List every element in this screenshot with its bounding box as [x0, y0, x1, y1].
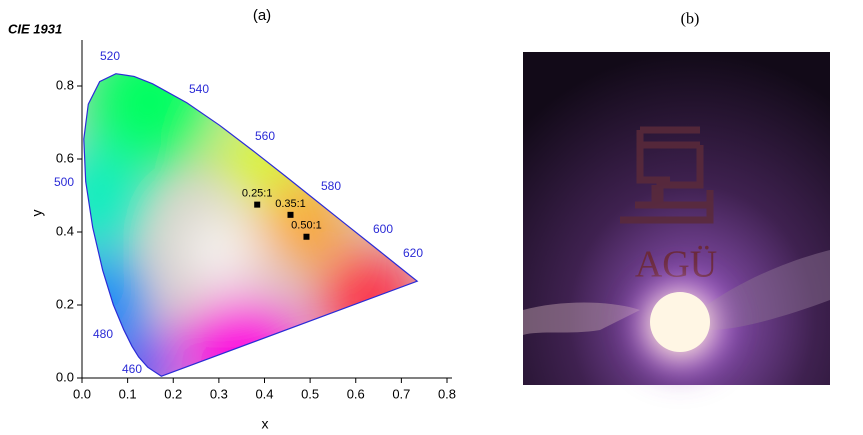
- x-tick-label: 0.2: [164, 386, 182, 401]
- point-label: 0.35:1: [275, 198, 306, 210]
- data-point: [303, 233, 310, 240]
- photo: AGÜ: [523, 52, 830, 385]
- y-tick-label: 0.0: [56, 369, 74, 384]
- point-label: 0.25:1: [242, 188, 273, 200]
- wavelength-label: 460: [122, 362, 142, 376]
- wavelength-label: 540: [189, 82, 209, 96]
- y-tick-label: 0.6: [56, 150, 74, 165]
- wavelength-label: 600: [373, 222, 393, 236]
- chart-title: CIE 1931: [8, 21, 62, 36]
- y-tick-label: 0.2: [56, 296, 74, 311]
- panel-label: (b): [681, 11, 700, 28]
- x-tick-label: 0.1: [119, 386, 137, 401]
- x-tick-label: 0.5: [301, 386, 319, 401]
- x-axis-label: x: [262, 416, 269, 432]
- wavelength-label: 500: [54, 175, 74, 189]
- data-point: [287, 211, 294, 218]
- x-tick-label: 0.0: [73, 386, 91, 401]
- data-point: [254, 201, 261, 208]
- wavelength-label: 520: [100, 49, 120, 63]
- y-axis-label: y: [29, 210, 45, 217]
- wavelength-label: 480: [93, 327, 113, 341]
- spectral-locus: [83, 73, 419, 377]
- x-tick-label: 0.4: [255, 386, 273, 401]
- wavelength-label: 580: [321, 179, 341, 193]
- x-tick-label: 0.7: [392, 386, 410, 401]
- x-tick-label: 0.6: [347, 386, 365, 401]
- y-tick-label: 0.8: [56, 77, 74, 92]
- panel-label: (a): [253, 7, 271, 24]
- wavelength-label: 620: [403, 246, 423, 260]
- point-label: 0.50:1: [291, 220, 322, 232]
- x-tick-label: 0.8: [438, 386, 456, 401]
- x-tick-label: 0.3: [210, 386, 228, 401]
- y-tick-label: 0.4: [56, 223, 74, 238]
- wavelength-label: 560: [255, 129, 275, 143]
- gamut: [83, 73, 418, 377]
